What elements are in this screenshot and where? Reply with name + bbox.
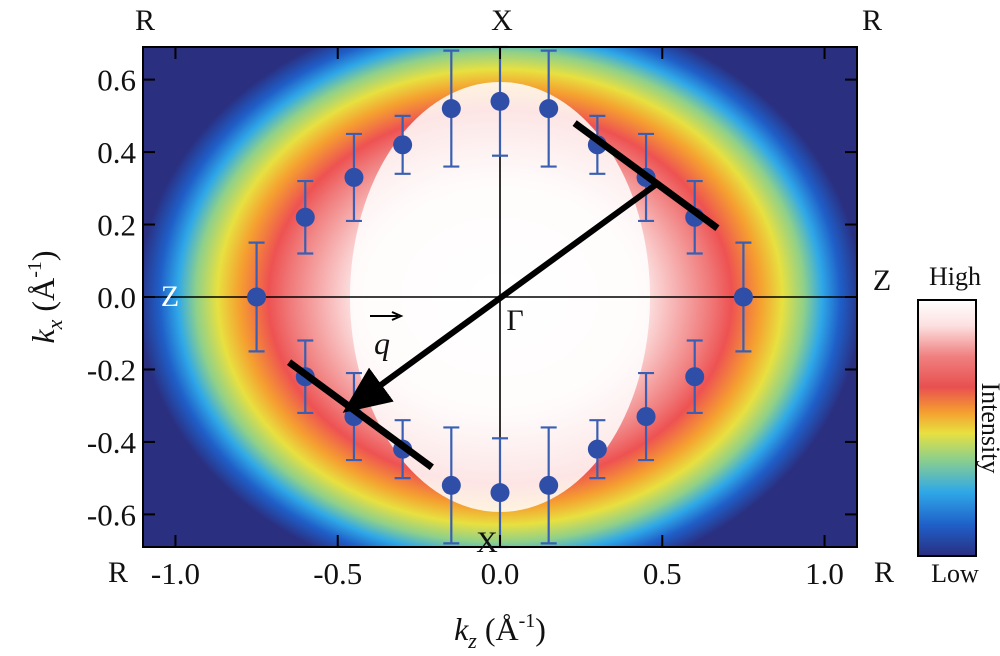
colorbar-gradient bbox=[917, 299, 977, 557]
colorbar-high-label: High bbox=[929, 262, 981, 291]
nesting-overlay bbox=[286, 120, 720, 471]
data-point bbox=[490, 91, 510, 111]
y-axis-title-sub: x bbox=[42, 319, 67, 330]
axis-ticks bbox=[143, 47, 857, 547]
y-axis-title-main: k bbox=[25, 329, 61, 344]
x-tick-label: 0.0 bbox=[481, 556, 520, 591]
label-top-center: X bbox=[491, 4, 513, 37]
label-left-center: Z bbox=[161, 280, 179, 313]
data-point bbox=[247, 287, 267, 307]
data-point bbox=[539, 475, 559, 495]
y-tick-label: 0.0 bbox=[97, 280, 136, 315]
x-tick-label: 1.0 bbox=[805, 556, 844, 591]
vector-label-text: q bbox=[374, 325, 390, 361]
data-point bbox=[587, 439, 607, 459]
label-bottom-right: R bbox=[874, 556, 894, 589]
data-point bbox=[490, 483, 510, 503]
data-point bbox=[733, 287, 753, 307]
data-point bbox=[344, 167, 364, 187]
x-axis-title-sup: -1 bbox=[519, 610, 536, 632]
label-bottom-center: X bbox=[476, 526, 498, 559]
vector-label-arrowhead bbox=[391, 311, 404, 321]
nesting-line bbox=[286, 359, 434, 471]
label-bottom-left: R bbox=[108, 556, 128, 589]
data-point bbox=[636, 407, 656, 427]
y-tick-label: 0.2 bbox=[97, 208, 136, 243]
x-axis-title: kz (Å-1) bbox=[454, 610, 546, 653]
nesting-line bbox=[572, 120, 720, 231]
x-axis-title-main: k bbox=[454, 611, 469, 647]
x-tick-label: -0.5 bbox=[313, 556, 362, 591]
data-point bbox=[685, 367, 705, 387]
y-axis-title: kx (Å-1) bbox=[24, 250, 67, 343]
y-axis-title-close: ) bbox=[25, 250, 61, 261]
x-axis-title-sub: z bbox=[467, 628, 477, 653]
data-point bbox=[539, 99, 559, 119]
colorbar-title: Intensity bbox=[976, 383, 1000, 474]
y-axis-title-unit: (Å bbox=[25, 278, 61, 320]
data-point bbox=[441, 475, 461, 495]
data-point bbox=[441, 99, 461, 119]
y-tick-label: 0.4 bbox=[97, 135, 136, 170]
colorbar: High Low Intensity bbox=[917, 262, 1000, 588]
x-axis-title-close: ) bbox=[535, 611, 546, 647]
y-tick-label: -0.4 bbox=[87, 425, 137, 460]
x-axis-title-unit: (Å bbox=[477, 611, 519, 647]
data-point bbox=[295, 207, 315, 227]
vector-label: q bbox=[370, 311, 404, 361]
label-origin: Γ bbox=[506, 304, 523, 337]
y-tick-label: -0.6 bbox=[87, 497, 136, 532]
data-point bbox=[393, 135, 413, 155]
y-tick-labels: -0.6 -0.4 -0.2 0.0 0.2 0.4 0.6 bbox=[87, 63, 137, 533]
label-top-left: R bbox=[135, 4, 155, 37]
q-vector-arrow bbox=[342, 182, 658, 413]
label-right-center: Z bbox=[873, 264, 891, 297]
x-tick-labels: -1.0 -0.5 0.0 0.5 1.0 bbox=[151, 556, 844, 591]
y-axis-title-sup: -1 bbox=[24, 261, 46, 278]
x-tick-label: -1.0 bbox=[151, 556, 200, 591]
label-top-right: R bbox=[862, 4, 882, 37]
colorbar-low-label: Low bbox=[931, 559, 979, 588]
x-tick-label: 0.5 bbox=[643, 556, 682, 591]
y-tick-label: 0.6 bbox=[97, 63, 136, 98]
y-tick-label: -0.2 bbox=[87, 352, 136, 387]
